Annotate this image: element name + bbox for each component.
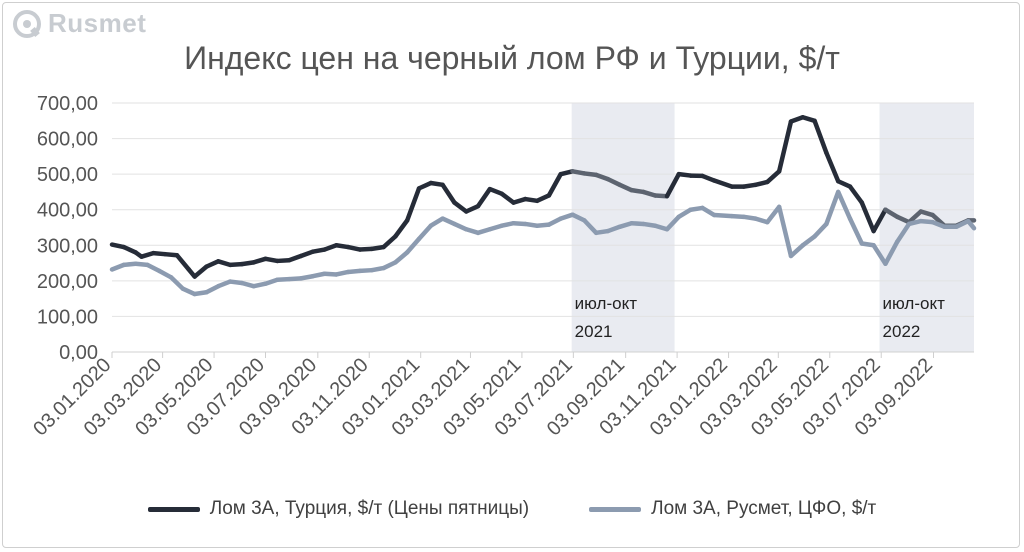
series-0-segment [440,182,457,205]
series-0-segment [711,178,735,189]
chart-legend: Лом 3А, Турция, $/т (Цены пятницы) Лом 3… [0,498,1024,520]
series-0-segment [452,200,469,214]
series-0-segment [546,171,563,198]
highlight-label: 2022 [883,322,921,341]
series-1-segment [416,223,434,242]
legend-item-rusmet: Лом 3А, Русмет, ЦФО, $/т [589,498,876,520]
series-0-segment [871,207,888,234]
series-0-segment [192,264,209,279]
series-0-segment [393,218,410,239]
rusmet-logo-icon [13,9,41,38]
brand-name: Rusmet [48,8,147,38]
series-0-segment [859,200,876,234]
y-tick-label: 700,00 [37,93,98,115]
brand-logo: Rusmet [12,8,146,39]
y-tick-label: 100,00 [37,306,98,328]
series-0-segment [812,118,829,156]
series-1-segment [812,221,829,239]
series-0-segment [776,119,794,174]
highlight-label: июл-окт [575,294,638,313]
series-1-segment [871,243,888,267]
y-tick-label: 200,00 [37,271,98,293]
series-1-segment [765,204,782,225]
series-1-segment [664,214,682,232]
series-1-segment [965,218,977,231]
chart-title: Индекс цен на черный лом РФ и Турции, $/… [184,40,840,76]
series-1-segment [700,205,717,218]
series-0-segment [765,169,782,185]
y-tick-label: 600,00 [37,129,98,151]
series-1-segment [800,234,817,248]
series-0-segment [499,191,516,205]
series-0-segment [404,186,422,223]
y-tick-label: 0,00 [59,342,98,364]
series-1-segment [847,216,865,246]
series-0-segment [475,186,493,209]
series-0-segment [381,234,398,250]
legend-swatch-turkey [147,506,200,512]
series-0-segment [906,209,924,225]
y-tick-label: 500,00 [37,164,98,186]
series-1-segment [582,218,599,236]
series-0-segment [847,184,865,205]
series-1-segment [404,236,422,255]
series-0-segment [824,150,841,184]
series-1-segment [883,239,900,267]
series-1-segment [776,204,794,259]
y-tick-label: 400,00 [37,200,98,222]
legend-swatch-rusmet [589,506,642,512]
series-1-segment [676,207,693,220]
legend-label-turkey: Лом 3А, Турция, $/т (Цены пятницы) [209,498,530,519]
y-tick-label: 300,00 [37,235,98,257]
highlight-label: 2021 [575,322,613,341]
series-1-segment [393,250,410,265]
series-1-segment [894,221,912,244]
series-0-segment [883,207,900,220]
highlight-label: июл-окт [883,294,946,313]
series-1-segment [788,243,806,259]
series-0-segment [664,171,682,199]
series-1-segment [835,189,853,221]
series-1-segment [824,189,841,227]
series-0-segment [174,252,192,272]
legend-label-rusmet: Лом 3А, Русмет, ЦФО, $/т [651,498,877,519]
series-1-segment [168,275,186,291]
series-1-segment [711,212,735,219]
legend-item-turkey: Лом 3А, Турция, $/т (Цены пятницы) [147,498,530,520]
series-1-segment [428,216,445,228]
